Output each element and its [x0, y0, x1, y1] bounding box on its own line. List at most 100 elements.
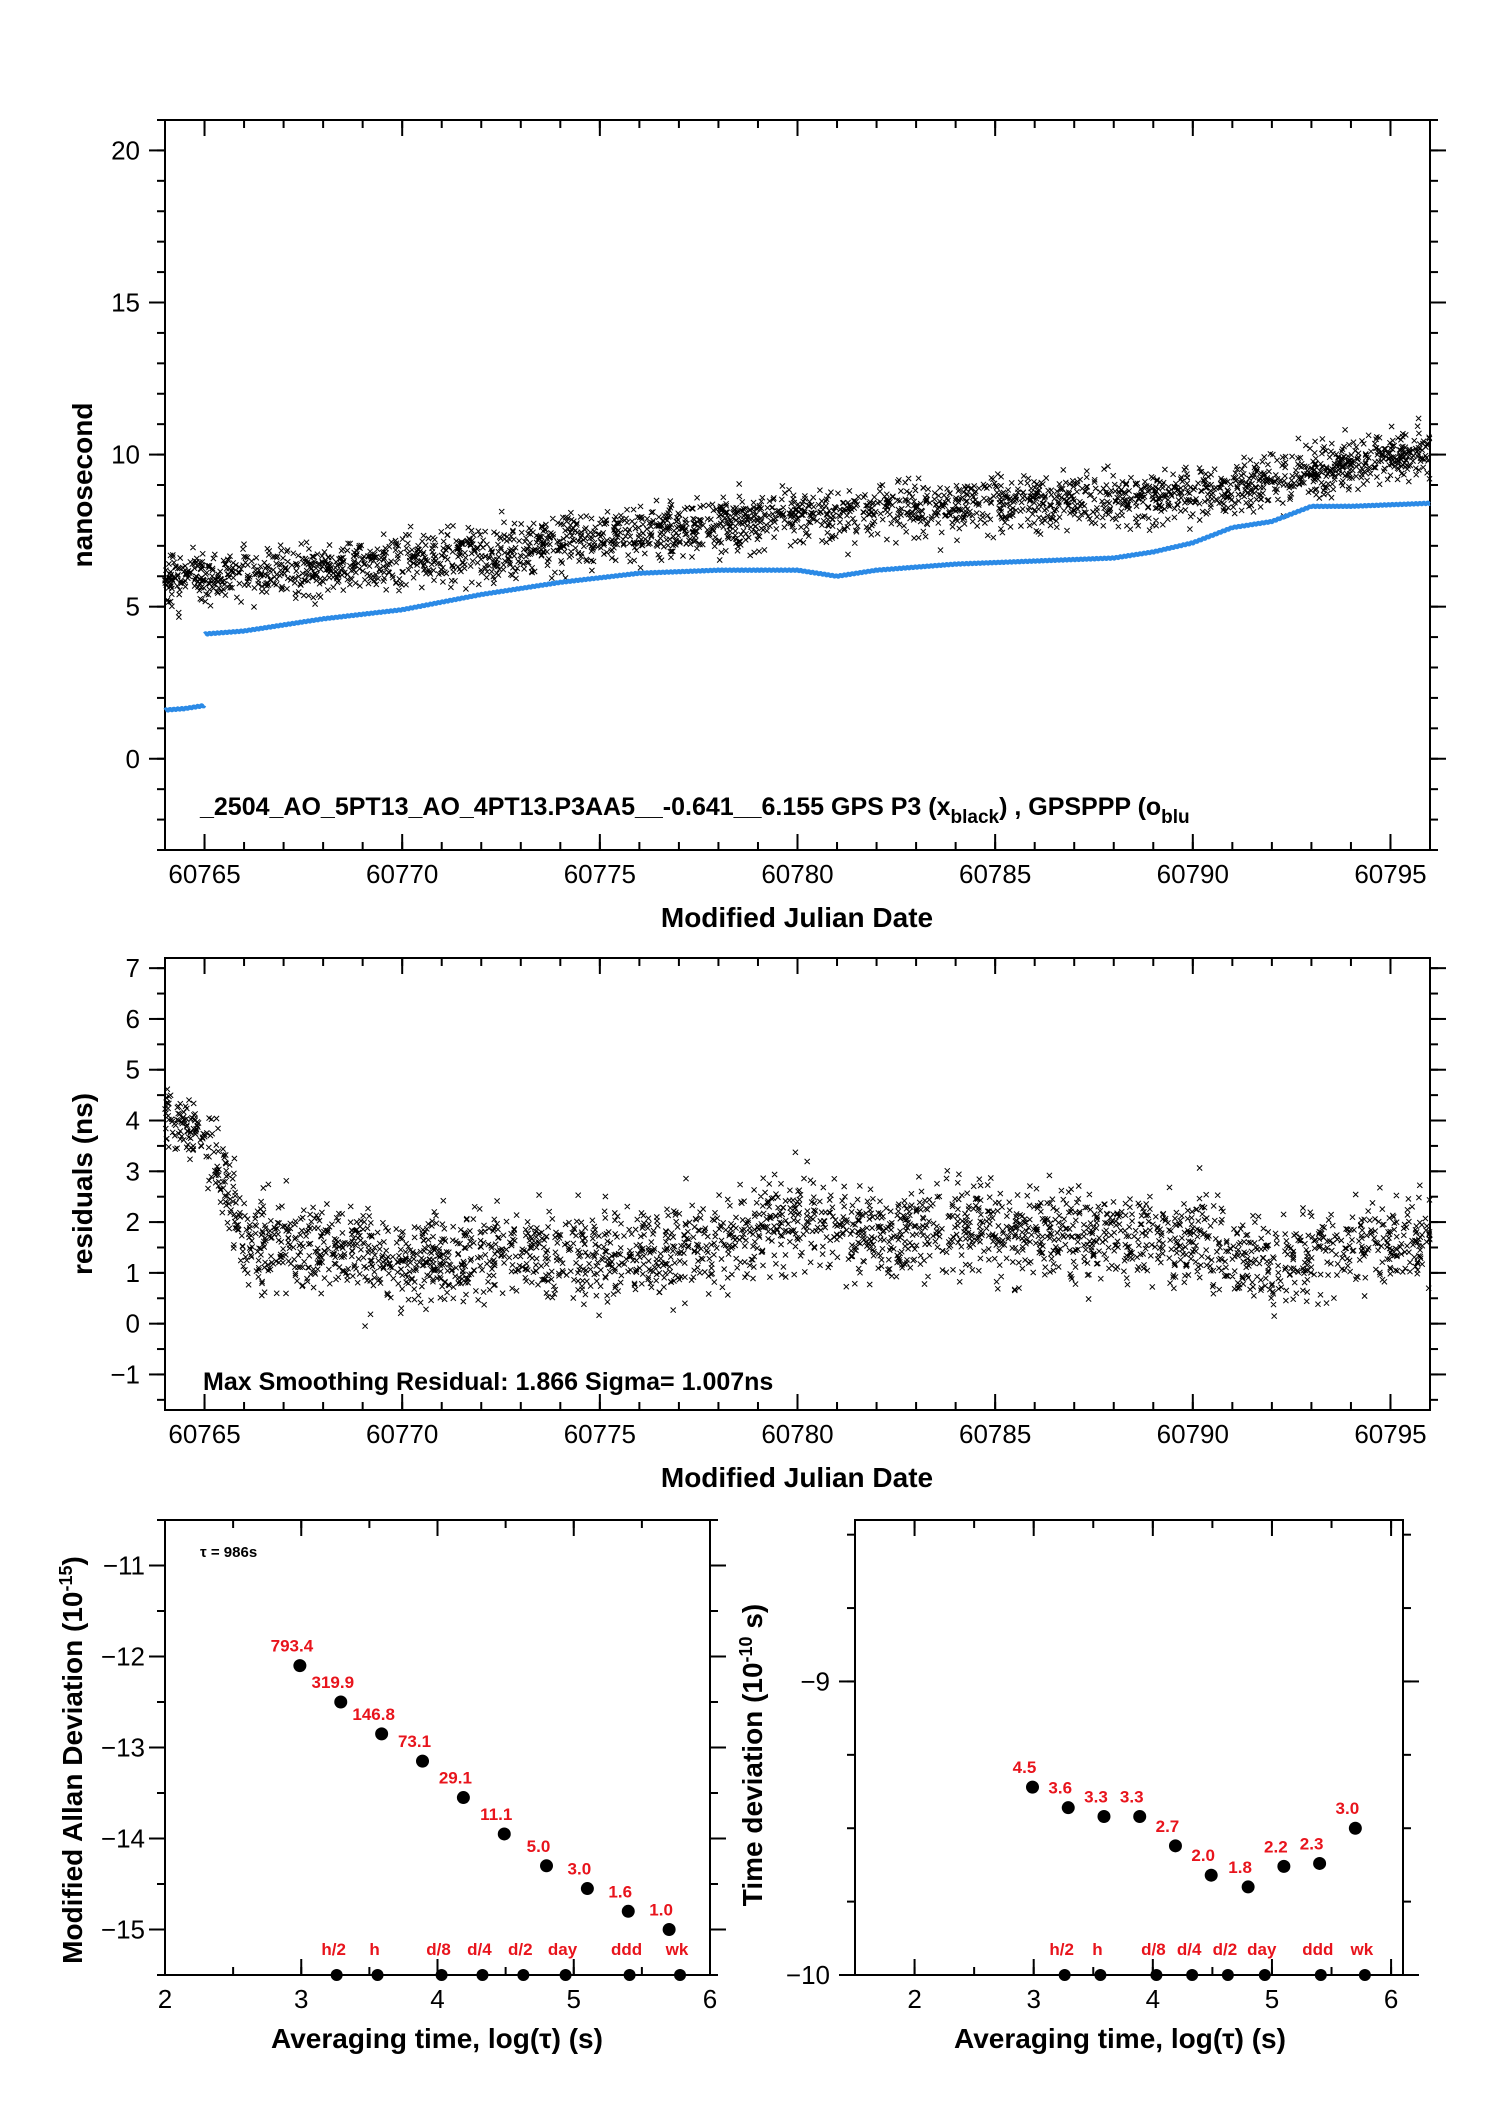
deviation-point [1097, 1809, 1111, 1823]
deviation-point [456, 1791, 470, 1805]
x-tick-label: 60765 [168, 1419, 240, 1449]
deviation-label: 3.0 [568, 1860, 592, 1879]
deviation-label: 146.8 [352, 1705, 395, 1724]
averaging-label: d/2 [1213, 1940, 1238, 1959]
y-tick-label: −14 [101, 1824, 145, 1854]
averaging-marker [1150, 1969, 1163, 1981]
deviation-label: 2.2 [1264, 1837, 1288, 1856]
averaging-marker [1186, 1969, 1199, 1981]
deviation-point [1026, 1780, 1040, 1794]
y-tick-label: −10 [786, 1960, 830, 1990]
x-tick-label: 60790 [1157, 1419, 1229, 1449]
y-tick-label: 15 [111, 288, 140, 318]
deviation-label: 5.0 [527, 1837, 551, 1856]
deviation-point [334, 1695, 348, 1709]
x-tick-label: 60770 [366, 1419, 438, 1449]
mdev-points: 793.4 319.9 146.873.1 29.1 11.1 5.0 3.0 1.6 1.0 [271, 1637, 676, 1936]
averaging-label: day [1247, 1940, 1277, 1959]
x-tick-label: 3 [1026, 1984, 1040, 2014]
residual-markers [162, 1086, 1433, 1330]
deviation-label: 3.6 [1048, 1779, 1072, 1798]
averaging-marker [476, 1969, 489, 1981]
averaging-marker [674, 1969, 687, 1981]
deviation-label: 2.0 [1191, 1846, 1215, 1865]
x-tick-label: 60785 [959, 859, 1031, 889]
deviation-point [540, 1859, 553, 1873]
averaging-label: h [369, 1940, 379, 1959]
gps-p3-series [162, 415, 1433, 620]
annotation-main: _2504_AO_5PT13_AO_4PT13.P3AA5__-0.641__6… [199, 793, 951, 821]
averaging-label: d/2 [508, 1940, 533, 1959]
axis-ticks [149, 958, 1446, 1410]
y-tick-label: 2 [126, 1207, 140, 1237]
deviation-label: 29.1 [439, 1769, 472, 1788]
deviation-label: 2.3 [1300, 1834, 1324, 1853]
series-annotation: _2504_AO_5PT13_AO_4PT13.P3AA5__-0.641__6… [199, 793, 1190, 828]
y-tick-label: −13 [101, 1733, 145, 1763]
x-tick-labels: 2 3 4 5 6 [907, 1984, 1398, 2014]
averaging-marker [559, 1969, 572, 1981]
x-tick-label: 5 [567, 1984, 581, 2014]
y-axis-title: Time deviation (10-10 s) [736, 1604, 768, 1907]
gpsppp-series [163, 500, 1432, 713]
y-tick-label: 5 [126, 1055, 140, 1085]
x-tick-label: 60775 [564, 1419, 636, 1449]
averaging-label: ddd [611, 1940, 642, 1959]
plot-frame [164, 957, 1431, 1411]
deviation-point [1168, 1839, 1182, 1853]
x-tick-labels: 2 3 4 5 6 [158, 1984, 717, 2014]
x-tick-label: 60775 [564, 859, 636, 889]
residuals-series [162, 1086, 1433, 1330]
deviation-label: 3.3 [1120, 1787, 1144, 1806]
x-tick-label: 5 [1265, 1984, 1279, 2014]
averaging-marker [435, 1969, 448, 1981]
averaging-marker [1094, 1969, 1107, 1981]
x-tick-label: 60770 [366, 859, 438, 889]
panel-modified-allan-deviation: 2 3 4 5 6 −15 −14 −13 −12 −11 793.4 319.9 146.873.… [56, 1519, 726, 2054]
y-tick-label: 7 [126, 953, 140, 983]
x-tick-label: 60765 [168, 859, 240, 889]
x-tick-labels: 60765 60770 60775 60780 60785 60790 60795 [168, 859, 1426, 889]
y-tick-label: 0 [126, 1309, 140, 1339]
x-tick-label: 3 [294, 1984, 308, 2014]
averaging-label: d/4 [1177, 1940, 1202, 1959]
averaging-label: day [548, 1940, 578, 1959]
x-axis-title: Averaging time, log(τ) (s) [954, 2023, 1286, 2054]
y-axis-title-end: s) [737, 1604, 768, 1637]
y-tick-label: 3 [126, 1156, 140, 1186]
averaging-markers: h/2 h d/8 d/4 d/2 day ddd wk [321, 1940, 689, 1981]
y-tick-labels: −15 −14 −13 −12 −11 [101, 1551, 145, 1945]
deviation-point [1204, 1868, 1218, 1882]
gpsppp-line [203, 500, 1432, 637]
averaging-marker [623, 1969, 636, 1981]
averaging-label: d/4 [467, 1940, 492, 1959]
averaging-markers: h/2 h d/8 d/4 d/2 day ddd wk [1049, 1940, 1374, 1981]
annotation-mid: ) , GPSPPP (o [999, 793, 1161, 821]
y-tick-label: −11 [103, 1551, 145, 1581]
deviation-point [497, 1827, 511, 1841]
panel-time-deviation: 2 3 4 5 6 −10 −9 4.5 3.6 3.3 3.3 2.7 2.0 1.8 2.2 2.3 3… [736, 1519, 1419, 2054]
x-tick-label: 60780 [761, 1419, 833, 1449]
y-tick-label: −15 [101, 1915, 145, 1945]
averaging-marker [330, 1969, 343, 1981]
x-tick-label: 4 [430, 1984, 444, 2014]
y-tick-label: −1 [110, 1359, 140, 1389]
y-tick-label: −9 [800, 1666, 830, 1696]
x-tick-labels: 60765 60770 60775 60780 60785 60790 60795 [168, 1419, 1426, 1449]
deviation-point [416, 1754, 430, 1768]
x-tick-label: 6 [703, 1984, 717, 2014]
averaging-marker [371, 1969, 384, 1981]
y-axis-title-main: Modified Allan Deviation (10 [57, 1592, 88, 1964]
y-tick-labels: −1 0 1 2 3 4 5 6 7 [110, 953, 140, 1389]
deviation-point [1241, 1880, 1255, 1894]
deviation-label: 73.1 [398, 1732, 431, 1751]
axis-ticks [839, 1520, 1419, 1976]
deviation-point [1313, 1856, 1327, 1870]
deviation-point [621, 1904, 635, 1918]
y-axis-title-exponent: -10 [736, 1636, 756, 1662]
deviation-label: 1.6 [608, 1882, 632, 1901]
y-axis-title: residuals (ns) [67, 1093, 98, 1275]
deviation-point [580, 1882, 594, 1896]
x-tick-label: 4 [1146, 1984, 1160, 2014]
